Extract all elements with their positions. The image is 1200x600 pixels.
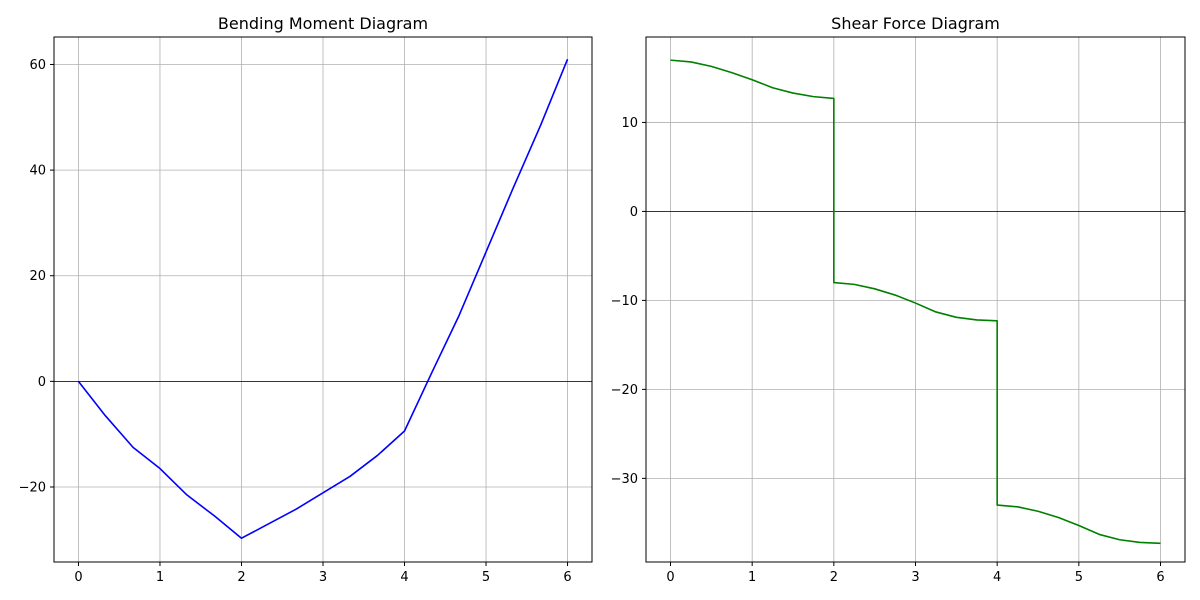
x-tick-label: 3: [911, 570, 919, 585]
chart-title: Bending Moment Diagram: [218, 14, 428, 33]
data-series-line: [670, 59, 1161, 545]
x-tick-label: 6: [1156, 570, 1164, 585]
y-tick-label: −20: [19, 481, 46, 496]
x-tick-label: 1: [748, 570, 756, 585]
x-tick-label: 2: [237, 570, 245, 585]
x-tick-label: 0: [666, 570, 674, 585]
y-tick-label: −30: [611, 472, 638, 487]
x-tick-label: 6: [563, 570, 571, 585]
x-tick-label: 1: [156, 570, 164, 585]
bending-moment-chart: Bending Moment Diagram 0 1 2 3 4 5 6 −20 0 20 40 60: [19, 14, 593, 585]
data-series-line: [77, 58, 569, 540]
y-tick-label: −10: [611, 294, 638, 309]
x-tick-label: 5: [482, 570, 490, 585]
x-tick-label: 5: [1075, 570, 1083, 585]
x-tick-label: 3: [319, 570, 327, 585]
shear-force-chart: Shear Force Diagram 0 1 2 3 4 5 6 −30 −20 −10 0 10: [611, 14, 1186, 585]
y-tick-label: 20: [29, 269, 46, 284]
chart-title: Shear Force Diagram: [831, 14, 1000, 33]
y-tick-label: −20: [611, 383, 638, 398]
x-tick-label: 4: [993, 570, 1001, 585]
y-tick-label: 0: [38, 375, 46, 390]
x-tick-label: 2: [830, 570, 838, 585]
x-tick-label: 0: [74, 570, 82, 585]
y-tick-label: 10: [621, 116, 638, 131]
y-tick-label: 0: [630, 205, 638, 220]
x-tick-label: 4: [400, 570, 408, 585]
y-tick-label: 60: [29, 58, 46, 73]
y-tick-label: 40: [29, 164, 46, 179]
